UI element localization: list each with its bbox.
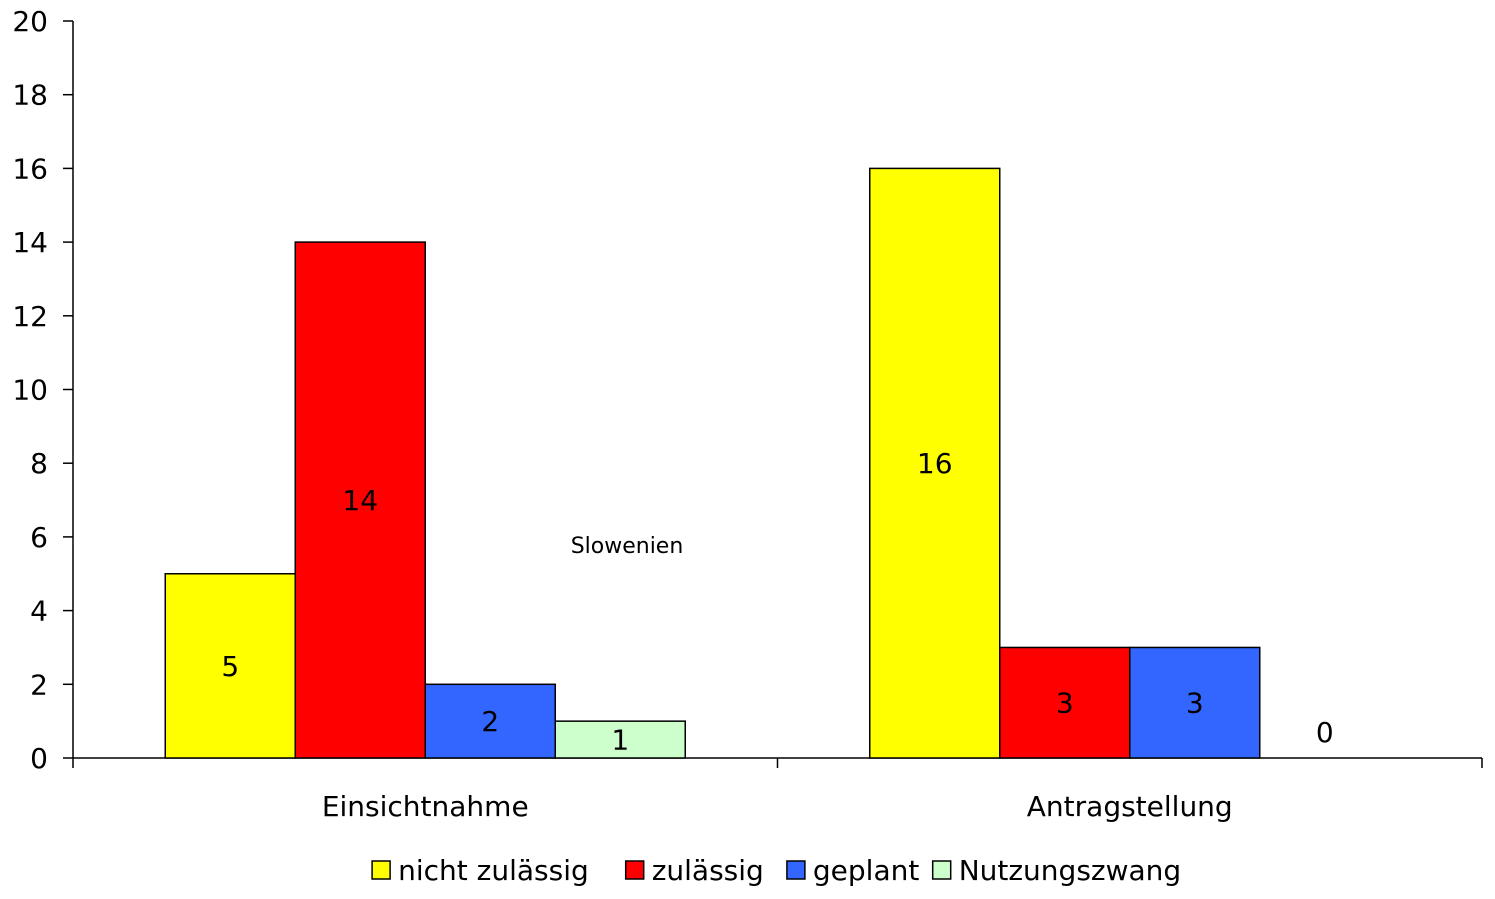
y-tick-label: 14 xyxy=(12,226,48,259)
y-tick-label: 10 xyxy=(12,374,48,407)
legend-swatch xyxy=(931,860,952,880)
y-tick-label: 18 xyxy=(12,79,48,112)
bar xyxy=(424,683,556,759)
legend-swatch xyxy=(624,860,645,880)
y-tick-label: 12 xyxy=(12,300,48,333)
bar xyxy=(294,241,426,759)
y-tick-label: 20 xyxy=(12,5,48,38)
bar xyxy=(999,646,1131,759)
data-labels: 5 14 2 1 16 3 3 0 xyxy=(221,447,1333,756)
y-tick-label: 2 xyxy=(30,668,48,701)
bar xyxy=(554,720,686,759)
data-label: 3 xyxy=(1186,687,1204,720)
y-tick-label: 8 xyxy=(30,447,48,480)
x-category-label: Einsichtnahme xyxy=(322,790,529,823)
chart-annotation: Slowenien xyxy=(571,534,684,559)
data-label: 5 xyxy=(221,650,239,683)
legend-label: zulässig xyxy=(652,854,764,887)
y-axis: 0 2 4 6 8 10 12 14 16 18 20 xyxy=(12,5,74,775)
y-tick-label: 6 xyxy=(30,521,48,554)
legend-swatch xyxy=(371,860,391,880)
legend-label: nicht zulässig xyxy=(398,854,589,887)
legend: nicht zulässig zulässig geplant Nutzungszwa… xyxy=(371,854,1181,887)
legend-label: Nutzungszwang xyxy=(959,854,1181,887)
y-tick-label: 4 xyxy=(30,595,48,628)
legend-label: geplant xyxy=(813,854,919,887)
legend-swatch xyxy=(786,860,806,880)
bar xyxy=(1129,646,1261,759)
bars xyxy=(164,167,1261,759)
data-label: 16 xyxy=(917,447,953,480)
bar xyxy=(164,573,296,759)
bar xyxy=(869,167,1001,759)
x-category-label: Antragstellung xyxy=(1027,790,1233,823)
y-tick-label: 0 xyxy=(30,742,48,775)
data-label: 14 xyxy=(342,484,378,517)
data-label: 2 xyxy=(481,705,499,738)
x-axis: Einsichtnahme Antragstellung xyxy=(72,757,1483,823)
y-tick-label: 16 xyxy=(12,152,48,185)
data-label: 0 xyxy=(1316,716,1334,749)
data-label: 1 xyxy=(611,724,629,757)
data-label: 3 xyxy=(1056,687,1074,720)
